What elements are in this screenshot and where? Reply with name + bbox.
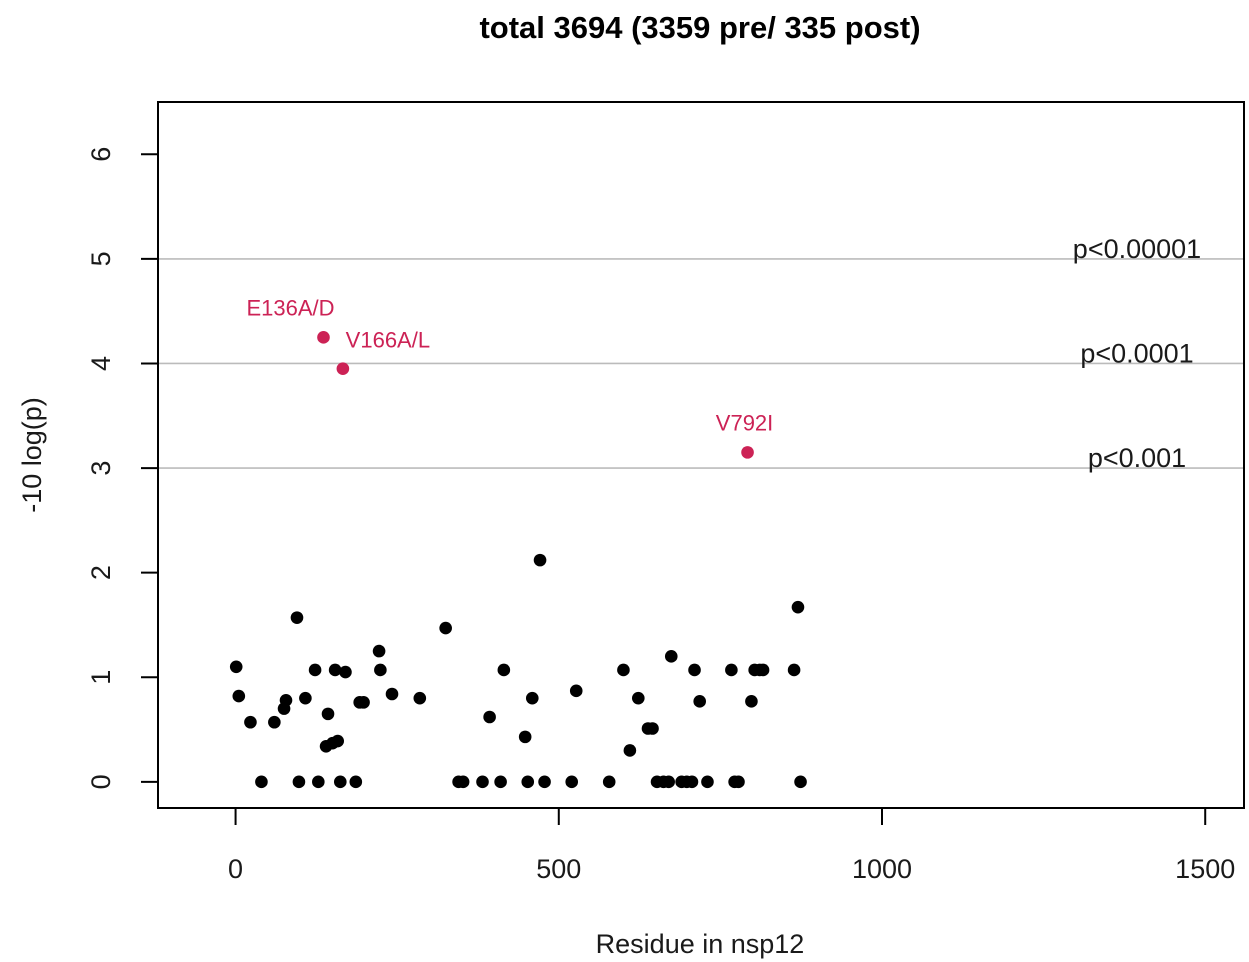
data-point <box>756 663 770 677</box>
data-point <box>602 775 616 789</box>
threshold-label: p<0.001 <box>1088 443 1186 473</box>
data-point <box>439 621 452 635</box>
annotation-label: E136A/D <box>246 295 334 320</box>
x-tick-label: 500 <box>536 854 581 884</box>
data-point <box>232 689 246 703</box>
data-point <box>521 775 535 789</box>
data-point <box>321 707 335 721</box>
data-point <box>255 775 268 789</box>
data-point <box>279 693 293 707</box>
data-point <box>372 644 386 658</box>
data-point <box>299 691 312 705</box>
data-point <box>312 775 325 789</box>
annotation-label: V166A/L <box>346 328 430 353</box>
data-point <box>725 663 738 677</box>
data-point <box>631 691 645 705</box>
highlighted-point <box>317 331 330 344</box>
data-point <box>617 663 630 677</box>
y-axis-label: -10 log(p) <box>17 397 47 513</box>
threshold-lines: p<0.00001 p<0.0001 p<0.001 <box>158 234 1244 473</box>
data-point <box>374 663 387 677</box>
data-point <box>292 775 306 789</box>
data-point <box>497 663 511 677</box>
highlighted-point <box>336 362 350 376</box>
data-point <box>339 665 352 679</box>
data-point <box>456 775 470 789</box>
x-tick-label: 1500 <box>1175 854 1235 884</box>
chart-title: total 3694 (3359 pre/ 335 post) <box>479 10 920 45</box>
data-point <box>538 775 551 789</box>
threshold-label: p<0.00001 <box>1073 234 1201 264</box>
data-point <box>349 775 363 789</box>
data-point <box>333 775 347 789</box>
annotation-label: V792I <box>716 410 774 435</box>
highlighted-point <box>741 446 754 459</box>
data-point <box>357 696 370 709</box>
data-point <box>385 687 399 701</box>
x-axis: 0 500 1000 1500 <box>228 807 1235 884</box>
y-tick-label: 4 <box>86 356 116 371</box>
data-point <box>308 663 322 677</box>
x-tick-label: 1000 <box>852 854 912 884</box>
data-points <box>229 553 807 789</box>
data-point <box>413 691 427 705</box>
data-point <box>268 715 281 729</box>
data-point <box>701 775 714 789</box>
data-point <box>646 722 659 735</box>
data-point <box>791 600 805 614</box>
data-point <box>244 715 257 729</box>
y-tick-label: 2 <box>86 565 116 580</box>
y-tick-label: 0 <box>86 774 116 789</box>
y-axis: 0 1 2 3 4 5 6 <box>86 147 159 789</box>
x-axis-label: Residue in nsp12 <box>596 929 805 959</box>
x-tick-label: 0 <box>228 854 243 884</box>
data-point <box>745 695 758 708</box>
data-point <box>494 775 507 789</box>
data-point <box>787 663 801 677</box>
data-point <box>685 775 699 789</box>
y-tick-label: 6 <box>86 147 116 162</box>
data-point <box>662 775 675 789</box>
data-point <box>328 663 342 677</box>
data-point <box>794 775 807 789</box>
data-point <box>565 775 579 789</box>
data-point <box>732 775 745 789</box>
data-point <box>569 684 583 698</box>
data-point <box>229 660 243 674</box>
y-tick-label: 3 <box>86 461 116 476</box>
data-point <box>693 695 707 708</box>
data-point <box>688 663 701 677</box>
data-point <box>331 734 345 748</box>
data-point <box>664 650 678 663</box>
highlighted-points: E136A/D V166A/L V792I <box>246 295 774 459</box>
y-tick-label: 5 <box>86 251 116 266</box>
data-point <box>518 730 532 744</box>
threshold-label: p<0.0001 <box>1080 338 1193 368</box>
data-point <box>533 553 547 567</box>
data-point <box>525 691 539 705</box>
data-point <box>483 710 496 724</box>
data-point <box>290 611 304 624</box>
data-point <box>623 744 637 757</box>
y-tick-label: 1 <box>86 670 116 685</box>
data-point <box>476 775 489 789</box>
